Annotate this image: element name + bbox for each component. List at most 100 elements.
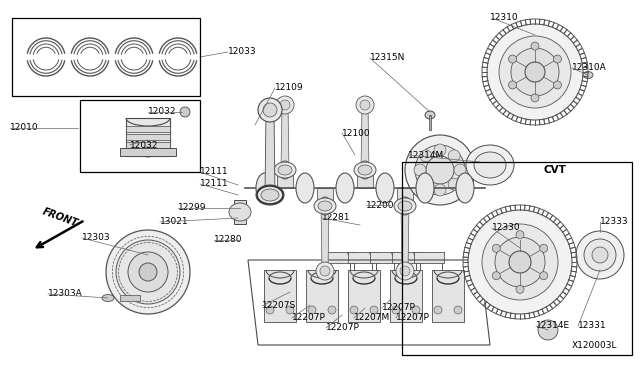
Text: 12207P: 12207P [396, 314, 430, 323]
Polygon shape [317, 188, 333, 206]
Bar [370, 252, 400, 263]
Circle shape [434, 144, 446, 156]
Bar [348, 270, 380, 322]
Bar [80, 100, 200, 172]
Bar [120, 295, 140, 301]
Ellipse shape [416, 173, 434, 203]
Circle shape [420, 178, 432, 190]
Text: 12310: 12310 [490, 13, 518, 22]
Circle shape [492, 244, 500, 252]
Ellipse shape [296, 173, 314, 203]
Bar [234, 200, 246, 224]
Bar [402, 162, 632, 355]
Circle shape [554, 55, 561, 63]
Ellipse shape [140, 147, 156, 157]
Circle shape [482, 224, 558, 300]
Text: 12333: 12333 [600, 218, 628, 227]
Circle shape [263, 103, 277, 117]
Text: 12111: 12111 [200, 180, 228, 189]
Text: 12314M: 12314M [408, 151, 444, 160]
Circle shape [509, 251, 531, 273]
Text: 12200: 12200 [366, 201, 394, 209]
Circle shape [350, 306, 358, 314]
Text: 12330: 12330 [492, 224, 520, 232]
Text: 12207P: 12207P [292, 314, 326, 323]
Text: 12033: 12033 [228, 48, 257, 57]
Polygon shape [321, 206, 329, 271]
Bar [414, 252, 444, 263]
Circle shape [509, 81, 516, 89]
Text: 12303: 12303 [82, 234, 111, 243]
Ellipse shape [398, 201, 412, 211]
Text: 12207M: 12207M [354, 314, 390, 323]
Circle shape [554, 81, 561, 89]
Ellipse shape [425, 111, 435, 119]
Text: 12109: 12109 [275, 83, 303, 93]
Text: 12032: 12032 [148, 108, 177, 116]
Ellipse shape [358, 161, 371, 179]
Polygon shape [265, 110, 275, 195]
Text: 12315N: 12315N [370, 54, 405, 62]
Circle shape [540, 272, 548, 280]
Circle shape [499, 36, 571, 108]
Circle shape [370, 306, 378, 314]
Circle shape [415, 145, 465, 195]
Circle shape [276, 96, 294, 114]
Circle shape [308, 306, 316, 314]
Bar [120, 148, 176, 156]
Ellipse shape [318, 201, 332, 211]
Circle shape [509, 55, 516, 63]
Text: 12331: 12331 [578, 321, 607, 330]
Bar [432, 270, 464, 322]
Ellipse shape [319, 197, 332, 215]
Text: 12280: 12280 [214, 235, 243, 244]
Ellipse shape [456, 173, 474, 203]
Circle shape [592, 247, 608, 263]
Text: 13021: 13021 [160, 218, 189, 227]
Bar [126, 134, 170, 140]
Text: CVT: CVT [544, 165, 567, 175]
Circle shape [328, 306, 336, 314]
Text: 12303A: 12303A [48, 289, 83, 298]
Text: 12111: 12111 [200, 167, 228, 176]
Circle shape [434, 306, 442, 314]
Ellipse shape [278, 165, 292, 175]
Polygon shape [397, 188, 413, 206]
Circle shape [540, 244, 548, 252]
Circle shape [180, 107, 190, 117]
Bar [429, 115, 431, 130]
Circle shape [531, 94, 539, 102]
Circle shape [495, 237, 545, 287]
Polygon shape [357, 170, 373, 188]
Text: 12207S: 12207S [262, 301, 296, 311]
Text: FRONT: FRONT [41, 207, 79, 229]
Bar [126, 142, 170, 148]
Circle shape [286, 306, 294, 314]
Bar [126, 126, 170, 132]
Circle shape [525, 62, 545, 82]
Circle shape [405, 135, 475, 205]
Circle shape [448, 150, 460, 162]
Circle shape [468, 210, 572, 314]
Polygon shape [361, 105, 369, 170]
Text: 12100: 12100 [342, 128, 371, 138]
Text: 12010: 12010 [10, 124, 38, 132]
Ellipse shape [102, 295, 114, 301]
Ellipse shape [376, 173, 394, 203]
Circle shape [492, 272, 500, 280]
Bar [12, 18, 200, 96]
Text: 12310A: 12310A [572, 64, 607, 73]
Circle shape [258, 98, 282, 122]
Ellipse shape [261, 189, 279, 201]
Ellipse shape [274, 162, 296, 178]
Polygon shape [277, 170, 293, 188]
Circle shape [516, 285, 524, 294]
Bar [392, 252, 422, 263]
Bar [348, 252, 378, 263]
Circle shape [584, 239, 616, 271]
Text: X120003L: X120003L [572, 340, 618, 350]
Bar [126, 118, 170, 156]
Polygon shape [281, 105, 289, 170]
Circle shape [320, 266, 330, 276]
Bar [390, 270, 422, 322]
